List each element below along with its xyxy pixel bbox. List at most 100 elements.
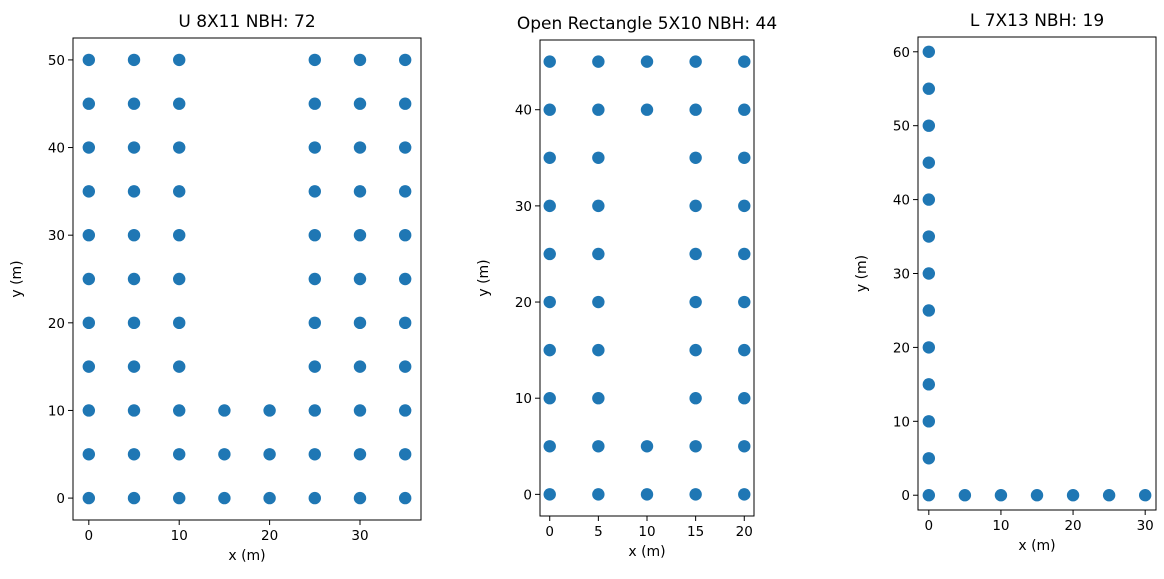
data-point [543, 343, 556, 357]
data-point [592, 103, 605, 116]
data-point [738, 440, 751, 453]
data-point [82, 185, 96, 198]
data-point [592, 392, 605, 405]
data-point [958, 489, 972, 502]
data-point [127, 228, 141, 242]
data-point [1066, 489, 1080, 502]
data-point [592, 247, 605, 261]
data-point [689, 247, 702, 261]
data-point [592, 199, 605, 213]
data-point [173, 228, 186, 242]
y-tick-label: 20 [515, 295, 532, 311]
data-point [592, 295, 605, 309]
data-point [308, 228, 321, 242]
points-layer [82, 53, 412, 505]
data-point [173, 316, 186, 330]
data-point [592, 55, 605, 68]
x-tick-label: 20 [261, 528, 278, 544]
data-point [922, 230, 936, 243]
x-axis-label: x (m) [228, 548, 265, 564]
y-tick-label: 20 [893, 340, 910, 356]
data-point [263, 491, 276, 505]
data-point [173, 53, 186, 67]
data-point [398, 404, 412, 417]
data-point [398, 53, 412, 67]
data-point [353, 316, 367, 330]
y-tick-label: 20 [48, 316, 65, 332]
data-point [173, 360, 186, 373]
y-tick-label: 40 [515, 103, 532, 119]
data-point [689, 55, 702, 68]
axes-frame [917, 36, 1157, 511]
data-point [922, 45, 936, 58]
data-point [689, 343, 702, 357]
data-point [398, 97, 412, 110]
y-tick-label: 10 [515, 391, 532, 407]
data-point [82, 272, 96, 286]
axes-frame [72, 37, 422, 521]
data-point [592, 151, 605, 164]
x-tick-label: 10 [171, 528, 188, 544]
data-point [738, 103, 751, 116]
data-point [82, 404, 96, 417]
x-axis-label: x (m) [628, 544, 665, 560]
y-tick-label: 0 [901, 488, 910, 504]
data-point [922, 119, 936, 132]
data-point [738, 343, 751, 357]
data-point [738, 392, 751, 405]
data-point [308, 272, 321, 286]
data-point [308, 97, 321, 110]
y-tick-label: 50 [48, 53, 65, 69]
data-point [592, 440, 605, 453]
data-point [543, 295, 556, 309]
data-point [308, 53, 321, 67]
data-point [308, 404, 321, 417]
data-point [922, 304, 936, 317]
data-point [353, 228, 367, 242]
data-point [173, 272, 186, 286]
data-point [1138, 489, 1152, 502]
data-point [82, 228, 96, 242]
data-point [922, 378, 936, 391]
data-point [127, 491, 141, 505]
data-point [353, 272, 367, 286]
data-point [127, 185, 141, 198]
data-point [308, 448, 321, 461]
data-point [82, 491, 96, 505]
data-point [592, 343, 605, 357]
chart-title: Open Rectangle 5X10 NBH: 44 [517, 14, 777, 34]
data-point [353, 141, 367, 154]
data-point [738, 55, 751, 68]
data-point [398, 360, 412, 373]
data-point [263, 404, 276, 417]
data-point [173, 97, 186, 110]
data-point [82, 448, 96, 461]
data-point [398, 448, 412, 461]
data-point [543, 103, 556, 116]
y-tick-label: 10 [893, 414, 910, 430]
data-point [922, 415, 936, 428]
data-point [994, 489, 1008, 502]
chart-l-shape: L 7X13 NBH: 19 x (m) y (m) 0 10 20 30 0 10 20 3… [854, 11, 1157, 554]
data-point [353, 404, 367, 417]
data-point [127, 97, 141, 110]
data-point [353, 97, 367, 110]
y-tick-label: 0 [523, 487, 532, 503]
data-point [738, 151, 751, 164]
data-point [173, 448, 186, 461]
x-tick-label: 0 [925, 518, 934, 534]
data-point [82, 141, 96, 154]
data-point [922, 341, 936, 354]
data-point [308, 141, 321, 154]
data-point [922, 193, 936, 206]
data-point [353, 360, 367, 373]
data-point [689, 488, 702, 501]
data-point [543, 199, 556, 213]
data-point [738, 247, 751, 261]
x-tick-label: 10 [638, 524, 655, 540]
y-tick-label: 50 [893, 119, 910, 135]
data-point [922, 156, 936, 169]
data-point [738, 295, 751, 309]
y-tick-label: 0 [56, 491, 65, 507]
x-axis-label: x (m) [1018, 538, 1055, 554]
